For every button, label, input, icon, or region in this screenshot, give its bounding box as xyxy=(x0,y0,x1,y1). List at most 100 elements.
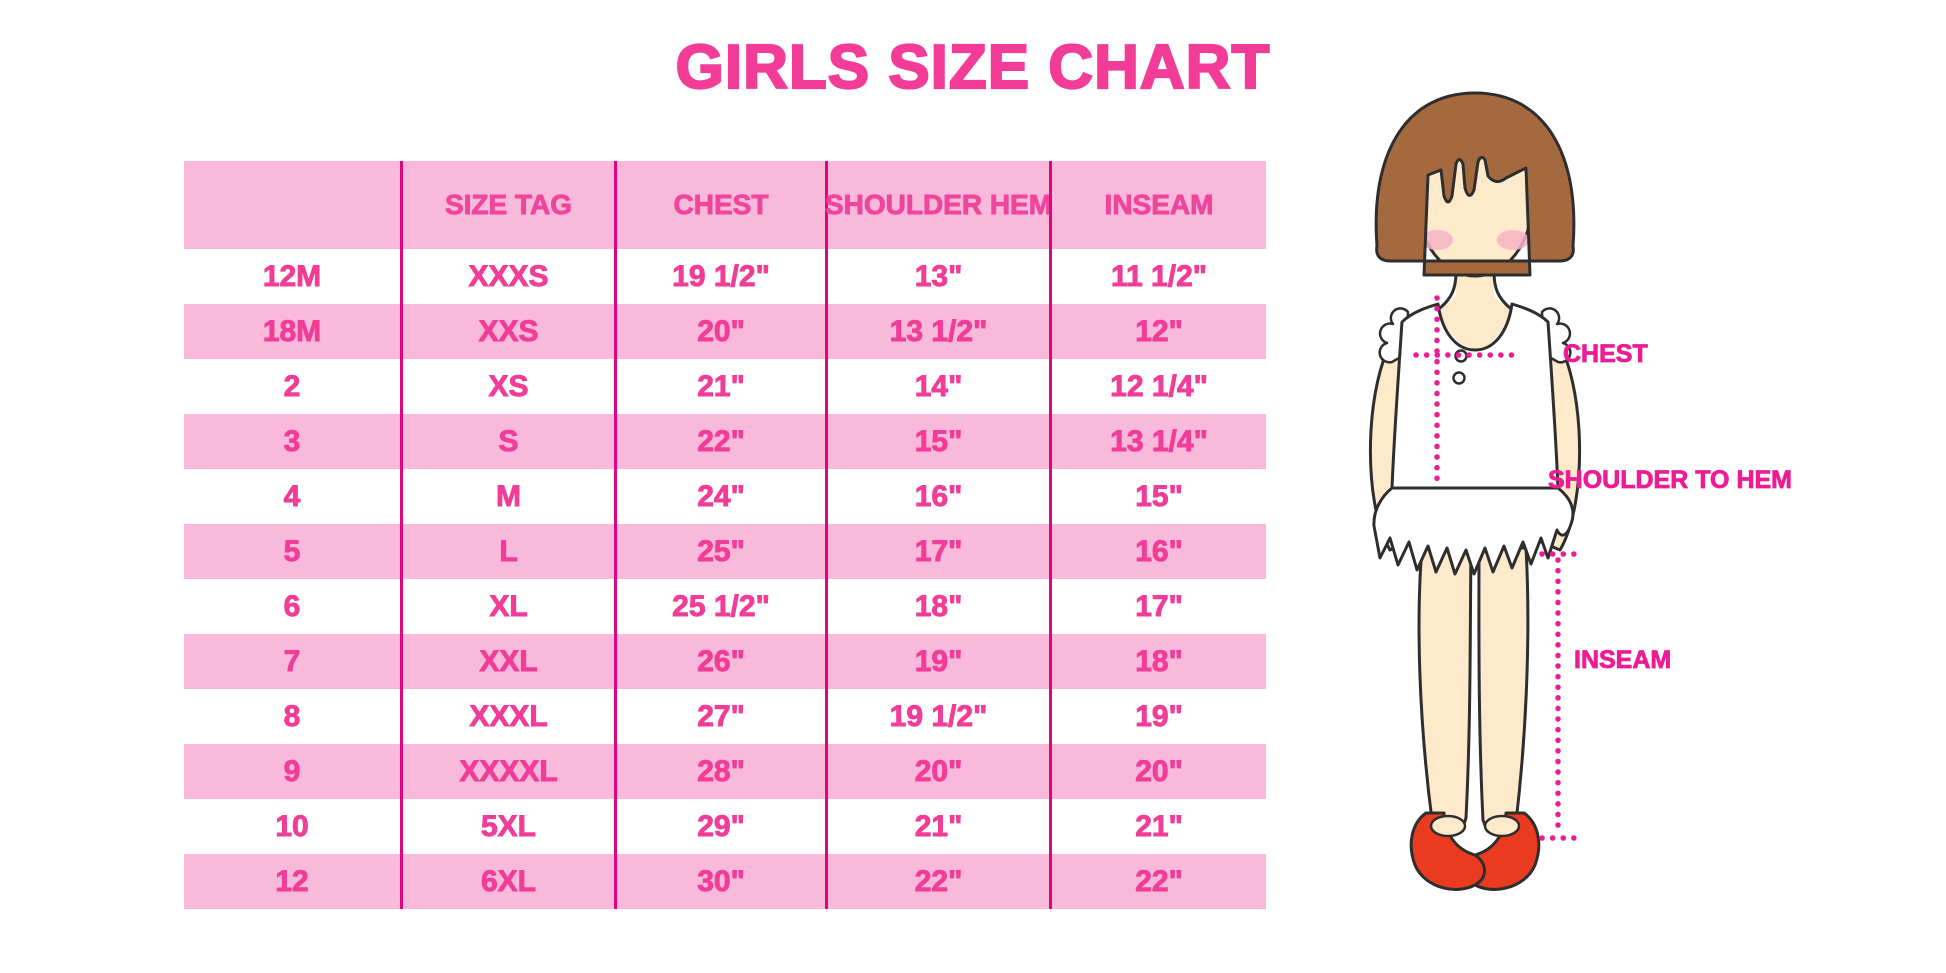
table-cell: 22" xyxy=(614,414,825,469)
header-cell-chest: CHEST xyxy=(614,161,825,249)
table-cell: 19" xyxy=(825,634,1049,689)
table-cell: 20" xyxy=(825,744,1049,799)
table-cell: 17" xyxy=(1049,579,1266,634)
girl-top-button-2 xyxy=(1452,371,1466,385)
table-cell: 18M xyxy=(262,314,322,348)
table-cell: XL xyxy=(400,579,614,634)
table-cell: 25" xyxy=(614,524,825,579)
table-cell: 6XL xyxy=(400,854,614,909)
table-cell: 9 xyxy=(283,754,301,788)
table-cell: 11 1/2" xyxy=(1049,249,1266,304)
page-title: GIRLS SIZE CHART xyxy=(675,32,1271,103)
table-cell: 15" xyxy=(825,414,1049,469)
chest-measure-label: CHEST xyxy=(1563,340,1649,369)
header-cell-shoulder-hem: SHOULDER HEM xyxy=(824,161,1053,249)
girl-leg-right xyxy=(1477,546,1530,836)
table-body: 12M XXXS 19 1/2" 13" 11 1/2" 18M XXS 20" 13 1/2"… xyxy=(184,249,1266,909)
table-row: 3 S 22" 15" 13 1/4" xyxy=(184,414,1266,469)
table-cell: 21" xyxy=(825,799,1049,854)
table-cell: XXXXL xyxy=(400,744,614,799)
table-row: 12 6XL 30" 22" 22" xyxy=(184,854,1266,909)
girl-shoe-left xyxy=(1409,811,1487,891)
table-cell: M xyxy=(400,469,614,524)
table-cell: 13 1/4" xyxy=(1049,414,1266,469)
table-cell: 16" xyxy=(1049,524,1266,579)
girl-shoe-right-opening xyxy=(1483,814,1521,838)
table-cell: 28" xyxy=(614,744,825,799)
table-cell: 12 xyxy=(275,864,309,898)
table-cell: L xyxy=(400,524,614,579)
inseam-measure-label: INSEAM xyxy=(1574,646,1672,675)
table-cell: 12 1/4" xyxy=(1049,359,1266,414)
table-cell: 22" xyxy=(1049,854,1266,909)
table-cell: 25 1/2" xyxy=(614,579,825,634)
table-cell: 18" xyxy=(825,579,1049,634)
shoulder-to-hem-measure-label: SHOULDER TO HEM xyxy=(1548,466,1793,495)
table-row: 6 XL 25 1/2" 18" 17" xyxy=(184,579,1266,634)
table-cell: 20" xyxy=(614,304,825,359)
girl-blush-right xyxy=(1497,230,1529,250)
table-cell: S xyxy=(400,414,614,469)
table-cell: 7 xyxy=(283,644,301,678)
table-cell: 21" xyxy=(614,359,825,414)
girl-illustration xyxy=(1368,91,1582,891)
table-cell: 10 xyxy=(275,809,309,843)
girl-blush-left xyxy=(1421,230,1453,250)
table-cell: 14" xyxy=(825,359,1049,414)
table-cell: 19" xyxy=(1049,689,1266,744)
table-cell: 29" xyxy=(614,799,825,854)
table-cell: 26" xyxy=(614,634,825,689)
table-cell: 5 xyxy=(283,534,301,568)
table-row: 4 M 24" 16" 15" xyxy=(184,469,1266,524)
measurement-dotted-lines xyxy=(1413,295,1579,841)
table-cell: 16" xyxy=(825,469,1049,524)
table-row: 2 XS 21" 14" 12 1/4" xyxy=(184,359,1266,414)
table-cell: 5XL xyxy=(400,799,614,854)
girl-hair xyxy=(1374,91,1576,277)
header-cell-blank xyxy=(184,161,400,249)
girl-shoe-left-opening xyxy=(1429,814,1467,838)
girl-skirt xyxy=(1372,486,1575,576)
table-cell: 2 xyxy=(283,369,301,403)
table-cell: 19 1/2" xyxy=(825,689,1049,744)
girl-top xyxy=(1390,302,1560,490)
table-cell: 30" xyxy=(614,854,825,909)
table-cell: XXL xyxy=(400,634,614,689)
table-cell: 12" xyxy=(1049,304,1266,359)
table-cell: 13 1/2" xyxy=(825,304,1049,359)
table-row: 5 L 25" 17" 16" xyxy=(184,524,1266,579)
table-row: 18M XXS 20" 13 1/2" 12" xyxy=(184,304,1266,359)
table-cell: 3 xyxy=(283,424,301,458)
table-cell: 21" xyxy=(1049,799,1266,854)
table-cell: 22" xyxy=(825,854,1049,909)
table-cell: 17" xyxy=(825,524,1049,579)
table-cell: 12M xyxy=(262,259,322,293)
table-cell: XXXL xyxy=(400,689,614,744)
table-cell: 13" xyxy=(825,249,1049,304)
table-cell: XXS xyxy=(400,304,614,359)
table-cell: 8 xyxy=(283,699,301,733)
header-cell-size-tag: SIZE TAG xyxy=(400,161,614,249)
girl-leg-left xyxy=(1417,546,1473,837)
table-header-row: SIZE TAG CHEST SHOULDER HEM INSEAM xyxy=(184,161,1266,249)
table-cell: 18" xyxy=(1049,634,1266,689)
table-row: 8 XXXL 27" 19 1/2" 19" xyxy=(184,689,1266,744)
table-cell: 27" xyxy=(614,689,825,744)
table-cell: 4 xyxy=(283,479,301,513)
table-cell: XXXS xyxy=(400,249,614,304)
table-cell: 24" xyxy=(614,469,825,524)
header-cell-inseam: INSEAM xyxy=(1049,161,1266,249)
girl-shoes xyxy=(1409,811,1541,891)
table-cell: 20" xyxy=(1049,744,1266,799)
table-cell: XS xyxy=(400,359,614,414)
girl-measurement-figure xyxy=(1280,60,1940,940)
table-cell: 6 xyxy=(283,589,301,623)
table-cell: 15" xyxy=(1049,469,1266,524)
table-row: 12M XXXS 19 1/2" 13" 11 1/2" xyxy=(184,249,1266,304)
size-chart-table: SIZE TAG CHEST SHOULDER HEM INSEAM 12M XX… xyxy=(184,161,1266,909)
table-row: 10 5XL 29" 21" 21" xyxy=(184,799,1266,854)
table-row: 7 XXL 26" 19" 18" xyxy=(184,634,1266,689)
table-row: 9 XXXXL 28" 20" 20" xyxy=(184,744,1266,799)
table-cell: 19 1/2" xyxy=(614,249,825,304)
